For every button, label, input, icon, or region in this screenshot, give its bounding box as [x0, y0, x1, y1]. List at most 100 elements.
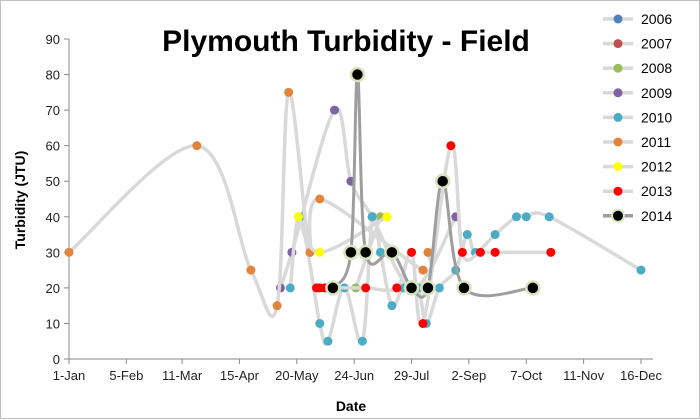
data-point: [357, 336, 367, 346]
x-tick-label: 15-Apr: [220, 368, 260, 383]
x-tick-label: 16-Dec: [620, 368, 662, 383]
y-axis-label: Turbidity (JTU): [12, 151, 28, 250]
series-2011: [64, 87, 435, 318]
data-point: [192, 141, 202, 151]
legend-marker: [613, 14, 623, 24]
data-point: [420, 280, 436, 296]
legend-marker: [613, 39, 623, 49]
data-point: [407, 247, 417, 257]
data-point: [418, 318, 428, 328]
series-2010: [285, 211, 646, 346]
data-point: [636, 265, 646, 275]
axes: 0 10 20 30 40 50 60 70 80 90 1-Jan 5-Feb 11-Mar 15-Ap…: [46, 32, 663, 383]
legend-item-2011: 2011: [603, 134, 671, 150]
data-point: [446, 141, 456, 151]
data-point: [384, 244, 400, 261]
legend-item-2013: 2013: [603, 183, 672, 199]
series-2014: [325, 66, 541, 299]
x-tick-label: 20-May: [275, 368, 319, 383]
data-point: [367, 212, 377, 222]
legend-label: 2008: [641, 60, 672, 76]
data-point: [544, 212, 554, 222]
legend-marker: [613, 186, 623, 196]
chart-title: Plymouth Turbidity - Field: [162, 25, 530, 58]
legend-label: 2014: [641, 208, 672, 224]
y-tick-label: 0: [53, 352, 60, 367]
legend-marker: [613, 63, 623, 73]
data-point: [293, 212, 303, 222]
legend-label: 2009: [641, 85, 672, 101]
legend: 2006 2007 2008 2009 2010 2011 2012 2013 2014: [603, 11, 672, 224]
legend-item-2010: 2010: [603, 109, 672, 125]
x-tick-label: 7-Oct: [510, 368, 542, 383]
data-point: [315, 318, 325, 328]
data-point: [325, 280, 341, 296]
y-tick-label: 90: [46, 32, 60, 47]
data-point: [475, 247, 485, 257]
data-point: [285, 283, 295, 293]
y-tick-label: 80: [46, 68, 60, 83]
data-point: [272, 301, 282, 311]
legend-label: 2013: [641, 183, 672, 199]
data-point: [382, 212, 392, 222]
legend-marker: [613, 112, 623, 122]
data-point: [315, 194, 325, 204]
data-point: [323, 336, 333, 346]
y-tick-label: 60: [46, 139, 60, 154]
y-tick-label: 20: [46, 281, 60, 296]
data-point: [456, 280, 472, 296]
x-tick-label: 29-Jul: [394, 368, 430, 383]
data-point: [284, 87, 294, 97]
legend-item-2007: 2007: [603, 36, 672, 52]
legend-label: 2012: [641, 159, 672, 175]
x-axis-label: Date: [336, 398, 367, 414]
legend-label: 2007: [641, 36, 672, 52]
x-tick-label: 11-Mar: [162, 368, 203, 383]
data-point: [357, 244, 374, 261]
legend-marker: [613, 88, 623, 98]
data-point: [490, 247, 500, 257]
legend-label: 2011: [641, 134, 671, 150]
data-point: [490, 230, 500, 240]
data-point: [462, 230, 472, 240]
x-tick-label: 2-Sep: [452, 368, 487, 383]
y-tick-label: 40: [46, 210, 60, 225]
legend-item-2006: 2006: [603, 11, 672, 27]
data-point: [525, 280, 541, 296]
data-point: [246, 265, 256, 275]
y-tick-label: 70: [46, 103, 60, 118]
y-tick-label: 30: [46, 245, 60, 260]
legend-marker: [613, 162, 623, 172]
data-point: [315, 247, 325, 257]
legend-marker: [613, 137, 623, 147]
data-point: [457, 247, 467, 257]
legend-label: 2006: [641, 11, 672, 27]
legend-item-2009: 2009: [603, 85, 672, 101]
legend-marker: [611, 208, 625, 223]
y-tick-label: 10: [46, 316, 60, 331]
data-point: [343, 244, 359, 261]
x-tick-label: 11-Nov: [563, 368, 604, 383]
legend-item-2014: 2014: [603, 208, 672, 224]
y-tick-label: 50: [46, 174, 60, 189]
data-point: [349, 66, 366, 83]
data-point: [521, 212, 531, 222]
legend-item-2008: 2008: [603, 60, 672, 76]
data-point: [511, 212, 521, 222]
data-point: [434, 173, 451, 189]
data-point: [423, 247, 433, 257]
legend-item-2012: 2012: [603, 159, 672, 175]
series-line: [67, 90, 435, 318]
data-point: [546, 247, 556, 257]
x-tick-label: 24-Jun: [334, 368, 374, 383]
data-point: [403, 280, 420, 296]
data-point: [361, 283, 371, 293]
data-point: [330, 105, 340, 115]
legend-label: 2010: [641, 109, 672, 125]
data-point: [434, 283, 444, 293]
data-point: [392, 283, 402, 293]
data-point: [64, 247, 74, 257]
series-layer: [64, 66, 646, 346]
